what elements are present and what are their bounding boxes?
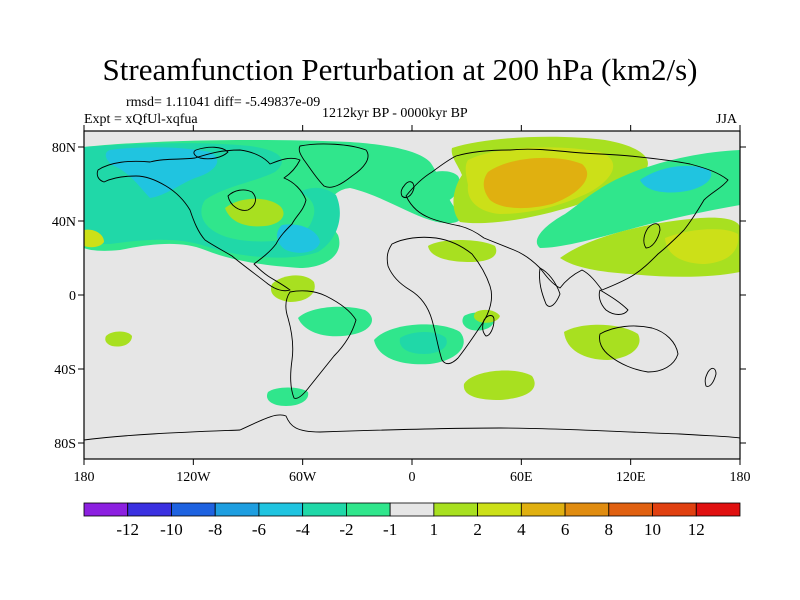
- colorbar-swatch: [695, 502, 741, 517]
- coast-greenland: [298, 143, 369, 188]
- contour-neg4-arctic: [105, 147, 218, 198]
- lon-tick-label: 120W: [176, 470, 211, 485]
- contour-neg4-atlantic: [277, 224, 320, 253]
- contour-neg-drake: [266, 387, 309, 406]
- contour-pos-indian-ocean: [564, 324, 640, 360]
- colorbar-swatch: [433, 502, 479, 517]
- colorbar-label: 1: [430, 520, 439, 539]
- coast-japan: [643, 223, 661, 249]
- contour-neg-south-america: [298, 306, 373, 337]
- lon-tick-label: 120E: [616, 470, 646, 485]
- contour-neg-east-siberia: [640, 165, 712, 193]
- coast-north-america: [96, 149, 307, 292]
- coast-madagascar: [482, 315, 495, 337]
- stats-label: rmsd= 1.11041 diff= -5.49837e-09: [126, 95, 321, 110]
- coast-south-america: [285, 290, 357, 399]
- colorbar-label: -10: [160, 520, 183, 539]
- coast-arctic-islands: [193, 146, 229, 160]
- map-area: [84, 131, 740, 459]
- coast-europe-asia: [405, 148, 729, 291]
- colorbar-label: -4: [296, 520, 311, 539]
- colorbar-label: 4: [517, 520, 526, 539]
- axis-ticks: [78, 125, 746, 465]
- colorbar-label: -6: [252, 520, 266, 539]
- lon-tick-label: 180: [74, 470, 95, 485]
- lat-tick-label: 80S: [54, 437, 76, 452]
- colorbar-swatch: [608, 502, 653, 517]
- streamfunction-contours: [84, 136, 740, 406]
- colorbar-label: -8: [208, 520, 222, 539]
- colorbar-swatch: [477, 502, 522, 517]
- colorbar: -12 -10 -8 -6 -4 -2 -1 1 2 4 6 8 10 12: [83, 502, 741, 539]
- coast-new-zealand: [704, 367, 717, 387]
- contour-pos-southern-ocean: [463, 370, 535, 400]
- lat-tick-label: 80N: [52, 141, 76, 156]
- colorbar-swatch: [127, 502, 172, 517]
- colorbar-label: -2: [339, 520, 353, 539]
- coastlines: [84, 143, 740, 441]
- colorbar-swatch: [171, 502, 216, 517]
- lat-tick-label: 0: [69, 289, 76, 304]
- colorbar-label: -12: [116, 520, 139, 539]
- contour-pos-central-america: [270, 275, 315, 302]
- coast-africa: [386, 236, 493, 365]
- colorbar-label: 10: [644, 520, 661, 539]
- colorbar-swatch: [345, 502, 391, 517]
- lon-tick-label: 60E: [510, 470, 533, 485]
- contour-neg2-south-atlantic: [399, 332, 447, 354]
- colorbar-swatch: [564, 502, 610, 517]
- season-label: JJA: [716, 112, 738, 127]
- coast-southeast-asia: [598, 289, 629, 315]
- coast-antarctica: [84, 414, 740, 441]
- contour-pos-arabia: [428, 240, 497, 262]
- coast-uk: [400, 181, 415, 199]
- contour-neg-scandinavia: [417, 171, 460, 205]
- experiment-label: Expt = xQfUl-xqfua: [84, 112, 198, 127]
- lon-tick-label: 180: [730, 470, 751, 485]
- lon-tick-label: 60W: [289, 470, 317, 485]
- colorbar-swatch: [389, 502, 435, 517]
- colorbar-swatch: [520, 502, 566, 517]
- colorbar-swatch: [302, 502, 347, 517]
- coast-australia: [599, 325, 679, 373]
- contour-pos-hudson: [225, 198, 284, 227]
- lat-tick-label: 40S: [54, 363, 76, 378]
- contour-pos2-pacific: [665, 229, 739, 264]
- colorbar-swatch: [83, 502, 129, 517]
- axis-tick-labels: 80N 40N 0 40S 80S 180 120W 60W 0 60E 120E 180: [52, 141, 751, 485]
- contour-pos-south-pacific: [105, 331, 132, 347]
- colorbar-swatch: [652, 502, 697, 517]
- colorbar-label: 2: [473, 520, 482, 539]
- chart-title: Streamfunction Perturbation at 200 hPa (…: [102, 52, 698, 87]
- colorbar-label: 12: [688, 520, 705, 539]
- lat-tick-label: 40N: [52, 215, 76, 230]
- coast-hudson-bay: [227, 189, 256, 211]
- colorbar-label: -1: [383, 520, 397, 539]
- lon-tick-label: 0: [409, 470, 416, 485]
- colorbar-swatch: [214, 502, 260, 517]
- contour-pos-west-pacific: [84, 229, 104, 248]
- contour-pos-eurasia-3: [483, 157, 588, 209]
- colorbar-label: 8: [605, 520, 614, 539]
- colorbar-swatch: [258, 502, 304, 517]
- period-label: 1212kyr BP - 0000kyr BP: [322, 106, 468, 121]
- coast-india: [539, 267, 561, 307]
- colorbar-label: 6: [561, 520, 570, 539]
